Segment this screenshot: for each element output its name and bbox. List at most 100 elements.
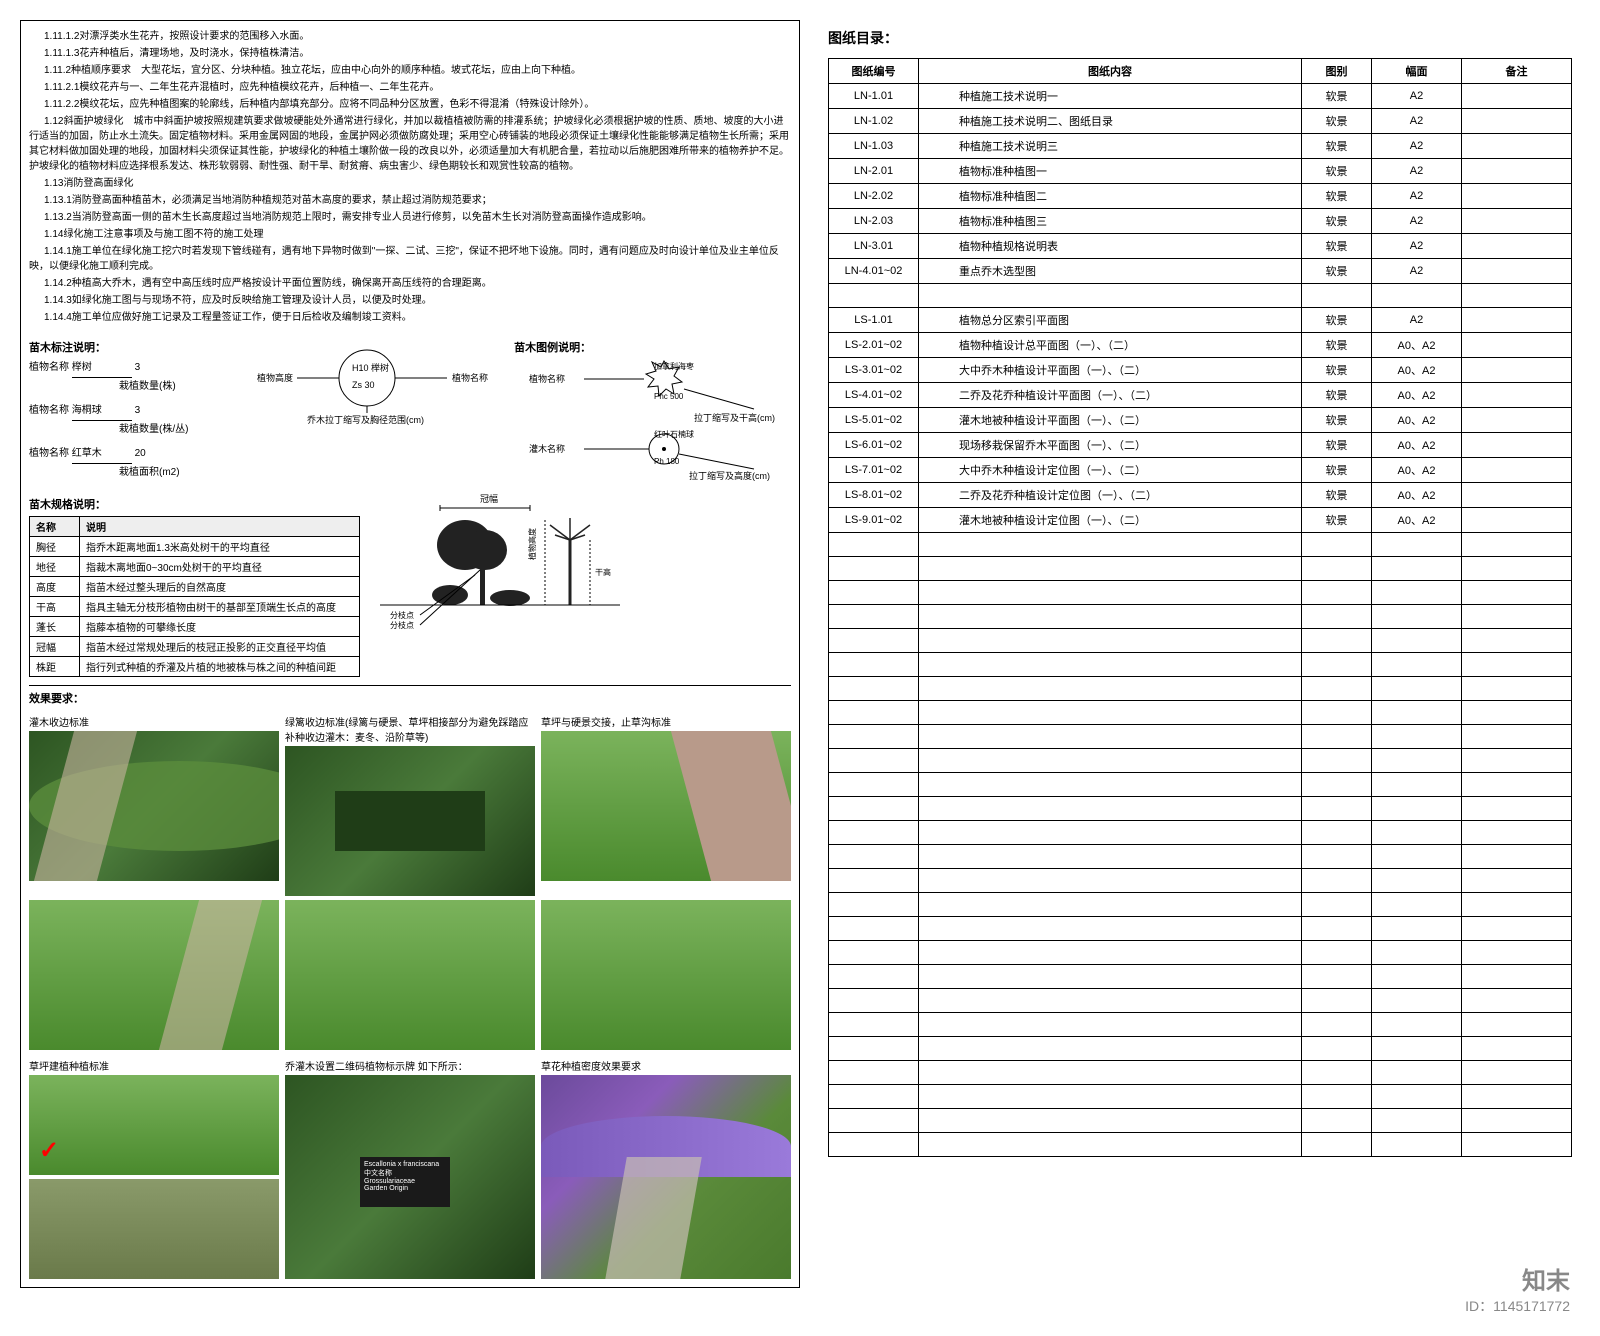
qty-label2: 栽植数量(株/丛) [119,424,188,435]
photo-cell [285,900,535,1050]
spec-row: 蓬长指藤本植物的可攀缘长度 [30,617,360,637]
catalog-cell-empty [1372,1109,1462,1133]
catalog-cell-remark [1462,109,1572,134]
catalog-cell-empty [919,965,1302,989]
text-line: 1.13.2当消防登高面一侧的苗木生长高度超过当地消防规范上限时，需安排专业人员… [29,210,791,225]
photo-lawn-std1: ✓ [29,1075,279,1175]
catalog-cell-name: 重点乔木选型图 [919,259,1302,284]
text-line: 1.12斜面护坡绿化 城市中斜面护坡按照规建筑要求做坡硬能处外通常进行绿化，并加… [29,114,791,174]
catalog-cell-empty [1372,1037,1462,1061]
catalog-cell-empty [829,725,919,749]
page-container: 1.11.1.2对漂浮类水生花卉，按照设计要求的范围移入水面。 1.11.1.3… [0,0,1600,1308]
catalog-cell-type: 软景 [1302,383,1372,408]
left-document-panel: 1.11.1.2对漂浮类水生花卉，按照设计要求的范围移入水面。 1.11.1.3… [20,20,800,1288]
catalog-cell-size: A2 [1372,234,1462,259]
catalog-cell-no: LN-2.01 [829,159,919,184]
col-size: 幅面 [1372,59,1462,84]
spec-row: 株距指行列式种植的乔灌及片植的地被株与株之间的种植间距 [30,657,360,677]
photo-lawn4 [541,900,791,1050]
catalog-cell-type: 软景 [1302,109,1372,134]
catalog-cell-empty [1462,581,1572,605]
catalog-cell-empty [1372,989,1462,1013]
svg-text:分枝点: 分枝点 [390,610,414,620]
catalog-cell-size: A0、A2 [1372,358,1462,383]
catalog-cell-empty [1462,869,1572,893]
catalog-cell-type: 软景 [1302,333,1372,358]
catalog-cell-type: 软景 [1302,483,1372,508]
table-row: LN-1.03种植施工技术说明三软景A2 [829,134,1572,159]
sample3: 红草木 [72,445,132,464]
catalog-cell-empty [919,1037,1302,1061]
catalog-cell-no: LS-1.01 [829,308,919,333]
catalog-cell-empty [1302,749,1372,773]
spec-name: 干高 [30,597,80,617]
catalog-cell-remark [1462,383,1572,408]
catalog-cell-empty [919,701,1302,725]
photo-lawn-hardscape [541,731,791,881]
catalog-cell-empty [1462,917,1572,941]
catalog-cell-empty [1302,557,1372,581]
text-line: 1.14绿化施工注意事项及与施工图不符的施工处理 [29,227,791,242]
catalog-cell-empty [1462,821,1572,845]
catalog-cell-empty [1462,653,1572,677]
catalog-cell-size: A2 [1372,109,1462,134]
catalog-cell-no: LS-5.01~02 [829,408,919,433]
table-row-empty [829,725,1572,749]
catalog-cell-remark [1462,508,1572,533]
catalog-cell-size: A0、A2 [1372,383,1462,408]
spec-desc: 指苗木经过常规处理后的枝冠正投影的正交直径平均值 [80,637,360,657]
photo-cell [541,900,791,1050]
catalog-cell-empty [1302,1133,1372,1157]
catalog-cell-empty [919,629,1302,653]
catalog-cell-empty [1462,1013,1572,1037]
catalog-cell-empty [1462,1109,1572,1133]
table-row: LS-1.01植物总分区索引平面图软景A2 [829,308,1572,333]
catalog-cell-size: A2 [1372,259,1462,284]
spec-row: 冠幅指苗木经过常规处理后的枝冠正投影的正交直径平均值 [30,637,360,657]
catalog-cell-name: 灌木地被种植设计平面图（一）、（二） [919,408,1302,433]
catalog-cell-no: LS-8.01~02 [829,483,919,508]
text-block-group: 1.11.1.2对漂浮类水生花卉，按照设计要求的范围移入水面。 1.11.1.3… [29,29,791,325]
photo-cell: 草坪建植种植标准 ✓ [29,1058,279,1279]
catalog-cell-empty [829,629,919,653]
sign-line: Grossulariaceae [364,1178,446,1185]
catalog-cell-type [1302,284,1372,308]
text-line: 1.14.1施工单位在绿化施工挖穴时若发现下管线碰有，遇有地下异物时做到"一探、… [29,244,791,274]
svg-text:红叶石楠球: 红叶石楠球 [654,429,694,439]
sign-line: Garden Origin [364,1185,446,1192]
sample1: 榉树 [72,359,132,378]
catalog-cell-empty [1372,821,1462,845]
catalog-cell-empty [919,773,1302,797]
text-line: 1.14.3如绿化施工图与与现场不符，应及时反映给施工管理及设计人员，以便及时处… [29,293,791,308]
catalog-cell-empty [1372,653,1462,677]
sample-z: Zs 30 [352,380,375,390]
catalog-cell-empty [1302,1085,1372,1109]
table-row: LN-2.03植物标准种植图三软景A2 [829,209,1572,234]
catalog-cell-name: 灌木地被种植设计定位图（一）、（二） [919,508,1302,533]
catalog-cell-type: 软景 [1302,84,1372,109]
catalog-cell-remark [1462,284,1572,308]
catalog-cell-remark [1462,209,1572,234]
table-row-empty [829,989,1572,1013]
catalog-cell-remark [1462,458,1572,483]
catalog-cell-empty [829,941,919,965]
photo-hedge-edge [285,746,535,896]
spec-desc: 指行列式种植的乔灌及片植的地被株与株之间的种植间距 [80,657,360,677]
catalog-cell-empty [829,1037,919,1061]
catalog-cell-empty [1462,845,1572,869]
catalog-cell-no [829,284,919,308]
table-row-empty [829,893,1572,917]
table-row-empty [829,965,1572,989]
catalog-cell-name: 大中乔木种植设计平面图（一）、（二） [919,358,1302,383]
catalog-cell-size: A2 [1372,84,1462,109]
photo-cell: 草坪与硬景交接，止草沟标准 [541,714,791,896]
catalog-cell-empty [1372,749,1462,773]
spec-row: 高度指苗木经过整头理后的自然高度 [30,577,360,597]
table-row-empty [829,1133,1572,1157]
photo-label: 草坪建植种植标准 [29,1058,279,1073]
plant-name-label: 植物名称 [29,405,69,416]
footer-brand: 知末 [1465,1261,1570,1296]
catalog-cell-type: 软景 [1302,358,1372,383]
catalog-cell-empty [1462,965,1572,989]
catalog-cell-empty [1302,629,1372,653]
